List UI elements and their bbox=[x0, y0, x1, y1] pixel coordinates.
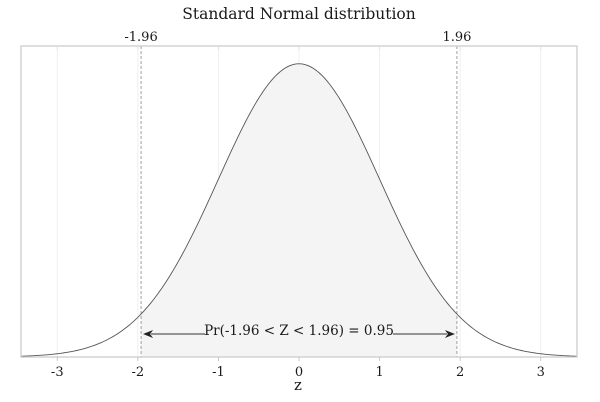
x-axis-ticks: -3 -2 -1 0 1 2 3 bbox=[51, 46, 545, 380]
shaded-area bbox=[141, 63, 457, 357]
arrowhead-right-icon bbox=[444, 330, 455, 338]
x-tick-label: -3 bbox=[51, 365, 64, 380]
x-tick-label: 2 bbox=[456, 365, 464, 380]
probability-label: Pr(-1.96 < Z < 1.96) = 0.95 bbox=[204, 323, 394, 339]
x-tick-label: 1 bbox=[375, 365, 383, 380]
critical-value-label: -1.96 bbox=[124, 30, 157, 45]
chart-title: Standard Normal distribution bbox=[182, 5, 415, 23]
x-tick-label: -1 bbox=[212, 365, 225, 380]
density-curve bbox=[20, 63, 578, 357]
x-tick-label: -2 bbox=[132, 365, 145, 380]
x-tick-label: 0 bbox=[295, 365, 303, 380]
critical-value-label: 1.96 bbox=[442, 30, 471, 45]
critical-value-lines: -1.96 1.96 bbox=[124, 30, 471, 357]
x-axis-label: z bbox=[294, 376, 302, 394]
arrowhead-left-icon bbox=[143, 330, 154, 338]
probability-annotation: Pr(-1.96 < Z < 1.96) = 0.95 bbox=[143, 323, 455, 339]
x-tick-label: 3 bbox=[537, 365, 545, 380]
